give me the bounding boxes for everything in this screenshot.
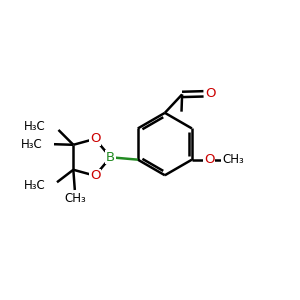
Text: H₃C: H₃C	[24, 120, 46, 133]
Text: H₃C: H₃C	[24, 179, 46, 192]
Text: O: O	[90, 132, 100, 146]
Text: B: B	[106, 151, 115, 164]
Text: O: O	[204, 153, 214, 166]
Text: CH₃: CH₃	[64, 192, 86, 205]
Text: CH₃: CH₃	[222, 153, 244, 166]
Text: O: O	[205, 87, 215, 100]
Text: O: O	[90, 169, 100, 182]
Text: H₃C: H₃C	[21, 138, 43, 151]
